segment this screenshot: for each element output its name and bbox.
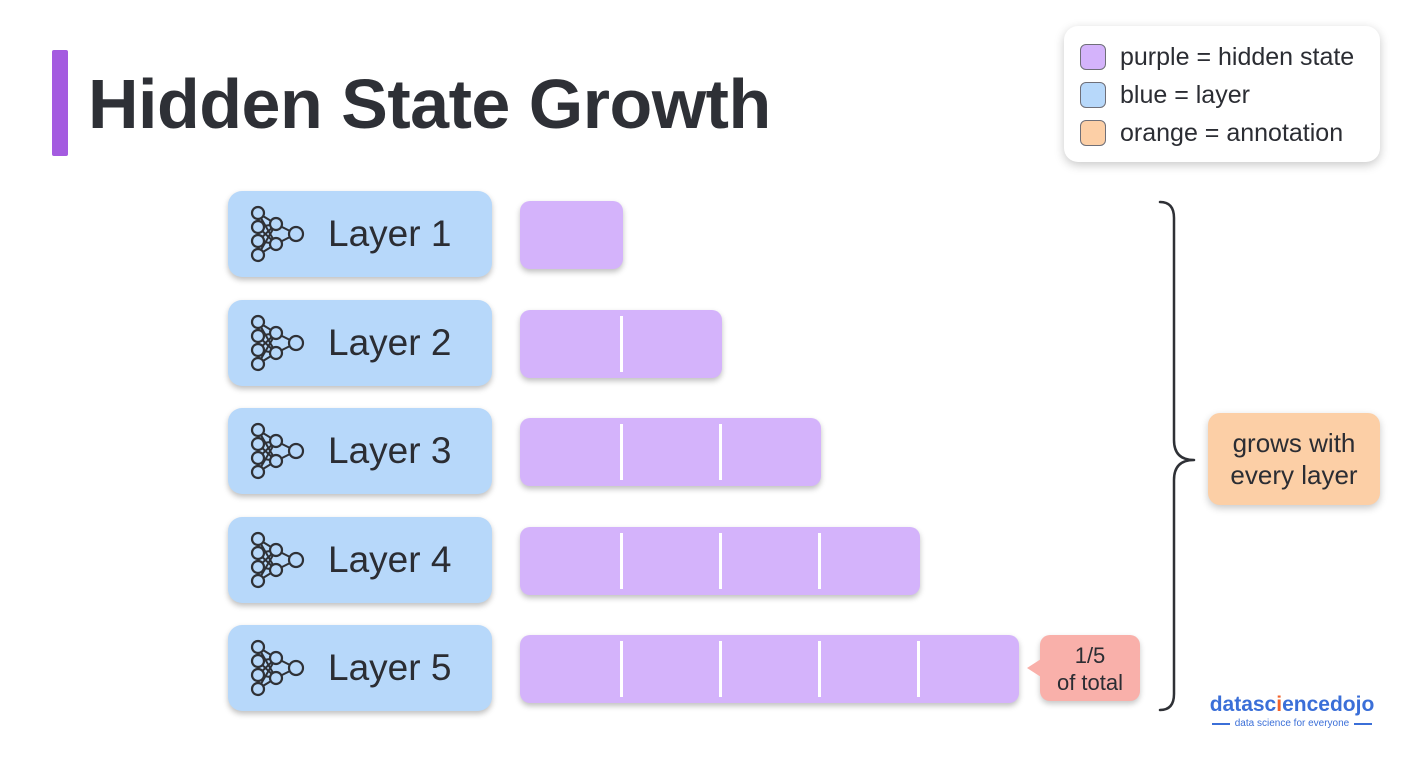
segment-divider — [620, 424, 623, 480]
layer-label: Layer 4 — [328, 539, 452, 580]
segment-divider — [719, 424, 722, 480]
segment-divider — [818, 533, 821, 589]
legend: purple = hidden state blue = layer orang… — [1064, 26, 1380, 162]
annotation-line-1: grows with — [1232, 428, 1356, 458]
segment-divider — [818, 641, 821, 697]
legend-label: purple = hidden state — [1120, 42, 1355, 71]
brand-tagline: data science for everyone — [1200, 718, 1384, 730]
legend-item-annotation: orange = annotation — [1080, 114, 1380, 152]
neural-network-icon — [250, 314, 305, 372]
neural-network-icon — [250, 531, 305, 589]
neural-network-icon — [250, 205, 305, 263]
brand-logo: datasciencedojo data science for everyon… — [1200, 692, 1384, 730]
brand-name: datasciencedojo — [1209, 693, 1375, 716]
segment-divider — [917, 641, 920, 697]
layer-label: Layer 3 — [328, 430, 452, 471]
hidden-state-bar-3 — [520, 418, 821, 486]
segment-divider — [620, 533, 623, 589]
legend-label: blue = layer — [1120, 80, 1250, 109]
layer-label: Layer 1 — [328, 213, 452, 254]
callout-line-1: 1/5 — [1074, 643, 1106, 668]
growth-annotation: grows with every layer — [1208, 413, 1380, 505]
neural-network-icon — [250, 639, 305, 697]
legend-item-layer: blue = layer — [1080, 76, 1380, 114]
hidden-state-bar-2 — [520, 310, 722, 378]
legend-item-hidden-state: purple = hidden state — [1080, 38, 1380, 76]
legend-swatch — [1080, 82, 1106, 108]
legend-swatch — [1080, 44, 1106, 70]
segment-divider — [620, 641, 623, 697]
layer-label: Layer 2 — [328, 322, 452, 363]
layer-box-3: Layer 3 — [228, 408, 492, 494]
layer-label: Layer 5 — [328, 647, 452, 688]
layer-box-4: Layer 4 — [228, 517, 492, 603]
title-accent-bar — [52, 50, 68, 156]
layer-box-2: Layer 2 — [228, 300, 492, 386]
fraction-callout: 1/5 of total — [1027, 635, 1140, 701]
legend-swatch — [1080, 120, 1106, 146]
page-title: Hidden State Growth — [88, 65, 771, 143]
annotation-line-2: every layer — [1230, 460, 1358, 490]
callout-line-2: of total — [1056, 670, 1124, 695]
hidden-state-bar-4 — [520, 527, 920, 595]
hidden-state-bar-1 — [520, 201, 623, 269]
hidden-state-bar-5 — [520, 635, 1019, 703]
segment-divider — [719, 641, 722, 697]
curly-brace — [1158, 200, 1196, 712]
layer-box-5: Layer 5 — [228, 625, 492, 711]
neural-network-icon — [250, 422, 305, 480]
segment-divider — [719, 533, 722, 589]
segment-divider — [620, 316, 623, 372]
layer-box-1: Layer 1 — [228, 191, 492, 277]
legend-label: orange = annotation — [1120, 118, 1344, 147]
callout-pointer — [1027, 659, 1041, 677]
